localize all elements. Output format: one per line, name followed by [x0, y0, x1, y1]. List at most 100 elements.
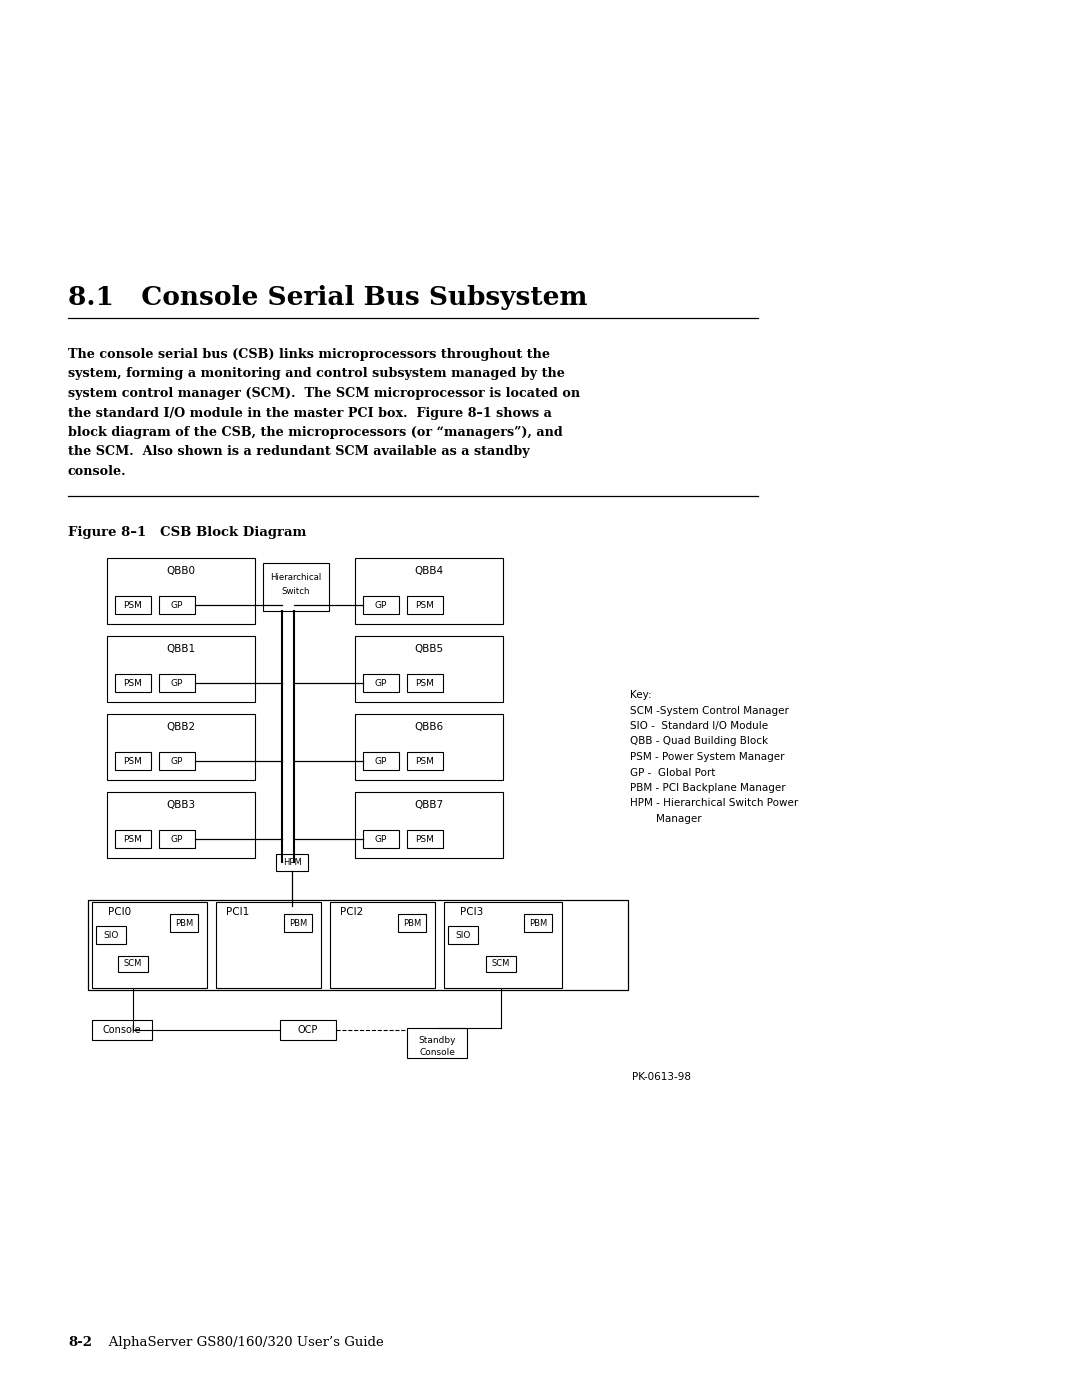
Bar [448, 926, 478, 944]
Text: 8-2: 8-2 [68, 1336, 92, 1350]
Text: Standby: Standby [418, 1037, 456, 1045]
Bar [363, 597, 399, 615]
Bar [330, 902, 435, 988]
Bar [355, 557, 503, 624]
Text: PSM: PSM [123, 757, 143, 766]
Text: GP -  Global Port: GP - Global Port [630, 767, 715, 778]
Text: GP: GP [375, 679, 388, 687]
Bar [399, 914, 426, 932]
Text: block diagram of the CSB, the microprocessors (or “managers”), and: block diagram of the CSB, the microproce… [68, 426, 563, 439]
Bar [355, 636, 503, 703]
Bar [407, 1028, 467, 1058]
Text: GP: GP [375, 757, 388, 766]
Text: PSM: PSM [416, 679, 434, 687]
Bar [107, 557, 255, 624]
Bar [107, 636, 255, 703]
Bar [107, 792, 255, 858]
Text: QBB0: QBB0 [166, 566, 195, 576]
Text: PBM: PBM [175, 918, 193, 928]
Text: HPM - Hierarchical Switch Power: HPM - Hierarchical Switch Power [630, 799, 798, 809]
Bar [444, 902, 562, 988]
Text: PSM: PSM [123, 834, 143, 844]
Text: PBM: PBM [288, 918, 307, 928]
Bar [114, 673, 151, 692]
Text: QBB - Quad Building Block: QBB - Quad Building Block [630, 736, 768, 746]
Text: QBB2: QBB2 [166, 722, 195, 732]
Text: The console serial bus (CSB) links microprocessors throughout the: The console serial bus (CSB) links micro… [68, 348, 550, 360]
Text: 8.1   Console Serial Bus Subsystem: 8.1 Console Serial Bus Subsystem [68, 285, 588, 310]
Text: the standard I/O module in the master PCI box.  Figure 8–1 shows a: the standard I/O module in the master PC… [68, 407, 552, 419]
Bar [407, 752, 443, 770]
Bar [114, 830, 151, 848]
Text: Figure 8–1   CSB Block Diagram: Figure 8–1 CSB Block Diagram [68, 527, 307, 539]
Text: PCI0: PCI0 [108, 907, 132, 916]
Text: GP: GP [375, 834, 388, 844]
Text: system control manager (SCM).  The SCM microprocessor is located on: system control manager (SCM). The SCM mi… [68, 387, 580, 400]
Text: QBB4: QBB4 [415, 566, 444, 576]
Text: PCI1: PCI1 [227, 907, 249, 916]
Text: QBB5: QBB5 [415, 644, 444, 654]
Text: QBB3: QBB3 [166, 800, 195, 810]
Text: PCI2: PCI2 [340, 907, 364, 916]
Bar [407, 830, 443, 848]
Text: GP: GP [171, 757, 184, 766]
Text: GP: GP [171, 679, 184, 687]
Bar [92, 902, 207, 988]
Text: AlphaServer GS80/160/320 User’s Guide: AlphaServer GS80/160/320 User’s Guide [96, 1336, 383, 1350]
Text: Console: Console [419, 1048, 455, 1058]
Text: SIO -  Standard I/O Module: SIO - Standard I/O Module [630, 721, 768, 731]
Text: Key:: Key: [630, 690, 651, 700]
Bar [264, 563, 329, 610]
Text: QBB1: QBB1 [166, 644, 195, 654]
Bar [284, 914, 312, 932]
Bar [276, 854, 308, 870]
Text: PSM: PSM [123, 601, 143, 609]
Text: GP: GP [375, 601, 388, 609]
Bar [363, 752, 399, 770]
Text: PBM: PBM [529, 918, 548, 928]
Text: PSM: PSM [416, 757, 434, 766]
Text: GP: GP [171, 601, 184, 609]
Bar [159, 597, 195, 615]
Text: PSM: PSM [416, 601, 434, 609]
Text: SCM: SCM [491, 960, 510, 968]
Bar [355, 714, 503, 780]
Bar [118, 956, 148, 972]
Bar [524, 914, 552, 932]
Text: the SCM.  Also shown is a redundant SCM available as a standby: the SCM. Also shown is a redundant SCM a… [68, 446, 529, 458]
Text: GP: GP [171, 834, 184, 844]
Bar [92, 1020, 152, 1039]
Bar [407, 597, 443, 615]
Bar [114, 752, 151, 770]
Text: PBM: PBM [403, 918, 421, 928]
Bar [407, 673, 443, 692]
Text: PCI3: PCI3 [460, 907, 484, 916]
Bar [486, 956, 516, 972]
Bar [96, 926, 126, 944]
Text: Switch: Switch [282, 587, 310, 597]
Text: SIO: SIO [104, 930, 119, 940]
Bar [107, 714, 255, 780]
Bar [280, 1020, 336, 1039]
Bar [87, 900, 627, 990]
Text: console.: console. [68, 465, 126, 478]
Text: PSM - Power System Manager: PSM - Power System Manager [630, 752, 784, 761]
Text: PSM: PSM [416, 834, 434, 844]
Bar [159, 830, 195, 848]
Text: Manager: Manager [630, 814, 702, 824]
Bar [216, 902, 321, 988]
Text: Hierarchical: Hierarchical [270, 573, 322, 583]
Text: SIO: SIO [456, 930, 471, 940]
Text: PBM - PCI Backplane Manager: PBM - PCI Backplane Manager [630, 782, 785, 793]
Bar [159, 752, 195, 770]
Text: SCM -System Control Manager: SCM -System Control Manager [630, 705, 788, 715]
Text: QBB7: QBB7 [415, 800, 444, 810]
Bar [363, 673, 399, 692]
Text: OCP: OCP [298, 1025, 319, 1035]
Text: QBB6: QBB6 [415, 722, 444, 732]
Bar [355, 792, 503, 858]
Text: SCM: SCM [124, 960, 143, 968]
Bar [114, 597, 151, 615]
Text: HPM: HPM [283, 858, 301, 868]
Text: PK-0613-98: PK-0613-98 [632, 1071, 691, 1083]
